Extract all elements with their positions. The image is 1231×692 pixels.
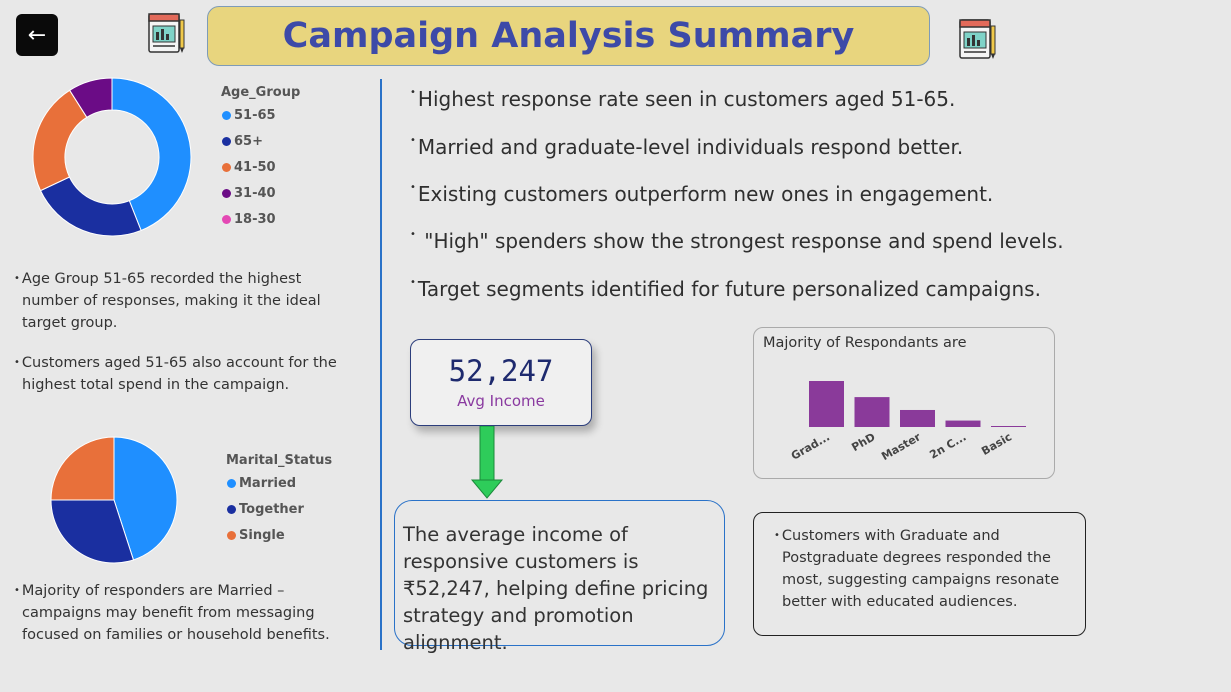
education-bar-4[interactable] (991, 426, 1026, 427)
age-note-1: Age Group 51-65 recorded the highest num… (14, 268, 344, 334)
insight-5: Target segments identified for future pe… (410, 277, 1041, 301)
age-note-2: Customers aged 51-65 also account for th… (14, 352, 344, 396)
legend-item-18-30[interactable]: 18-30 (222, 206, 276, 232)
education-note: Customers with Graduate and Postgraduate… (753, 512, 1086, 636)
income-description: The average income of responsive custome… (394, 500, 725, 654)
education-chart-card[interactable]: Majority of Respondants are Grad... PhD Ma… (753, 327, 1055, 479)
legend-dot (222, 188, 231, 198)
title-banner: Campaign Analysis Summary (207, 6, 930, 66)
legend-label: Single (239, 527, 285, 543)
kpi-value: 52,247 (448, 354, 554, 388)
legend-label: 18-30 (234, 211, 276, 227)
legend-label: 65+ (234, 133, 263, 149)
arrow-left-icon: ← (27, 22, 47, 48)
legend-item-single[interactable]: Single (227, 522, 304, 548)
report-icon (148, 13, 185, 53)
back-button[interactable]: ← (16, 14, 58, 56)
education-bar-2[interactable] (900, 409, 935, 427)
age-group-legend: 51-65 65+ 41-50 31-40 18-30 (222, 102, 276, 232)
marital-status-pie-chart (50, 436, 178, 564)
legend-dot (222, 110, 231, 120)
legend-dot (227, 530, 236, 540)
marital-legend: Married Together Single (227, 470, 304, 548)
legend-item-51-65[interactable]: 51-65 (222, 102, 276, 128)
legend-dot (222, 136, 231, 146)
marital-slice-married[interactable] (113, 436, 178, 561)
age-group-legend-title: Age_Group (221, 85, 301, 100)
legend-dot (227, 478, 236, 488)
age-slice-31-40[interactable] (68, 77, 113, 119)
education-chart-title: Majority of Respondants are (763, 335, 967, 351)
kpi-label: Avg Income (457, 392, 545, 410)
age-slice-65-[interactable] (39, 176, 142, 237)
education-tick-label-0: Grad... (789, 430, 832, 462)
legend-dot (227, 504, 236, 514)
down-arrow-icon (470, 426, 504, 499)
avg-income-card[interactable]: 52,247 Avg Income (410, 339, 592, 426)
legend-item-65-plus[interactable]: 65+ (222, 128, 276, 154)
insight-4: "High" spenders show the strongest respo… (410, 229, 1063, 253)
legend-item-41-50[interactable]: 41-50 (222, 154, 276, 180)
legend-item-together[interactable]: Together (227, 496, 304, 522)
vertical-divider (380, 79, 382, 650)
marital-note: Majority of responders are Married – cam… (14, 580, 354, 646)
education-bar-3[interactable] (945, 420, 981, 427)
education-bar-chart: Grad... PhD Master 2n C... Basic (789, 381, 1026, 463)
legend-label: 31-40 (234, 185, 276, 201)
age-slice-51-65[interactable] (111, 77, 192, 232)
education-tick-label-4: Basic (979, 430, 1014, 458)
age-group-donut-chart (32, 77, 192, 237)
insight-1: Highest response rate seen in customers … (410, 87, 955, 111)
legend-item-married[interactable]: Married (227, 470, 304, 496)
insight-2: Married and graduate-level individuals r… (410, 135, 963, 159)
legend-label: Married (239, 475, 297, 491)
legend-dot (222, 214, 231, 224)
education-tick-label-1: PhD (849, 430, 877, 454)
page-title: Campaign Analysis Summary (282, 16, 855, 56)
education-bar-0[interactable] (809, 381, 844, 427)
legend-label: Together (239, 501, 304, 517)
legend-label: 41-50 (234, 159, 276, 175)
legend-label: 51-65 (234, 107, 276, 123)
legend-item-31-40[interactable]: 31-40 (222, 180, 276, 206)
education-tick-label-2: Master (879, 430, 923, 463)
legend-dot (222, 162, 231, 172)
education-bar-1[interactable] (854, 397, 890, 427)
education-tick-label-3: 2n C... (927, 430, 968, 461)
marital-slice-together[interactable] (50, 499, 135, 564)
report-icon (959, 19, 996, 59)
marital-slice-single[interactable] (50, 436, 115, 501)
marital-legend-title: Marital_Status (226, 453, 333, 468)
education-note-text: Customers with Graduate and Postgraduate… (774, 525, 1075, 613)
insight-3: Existing customers outperform new ones i… (410, 182, 993, 206)
